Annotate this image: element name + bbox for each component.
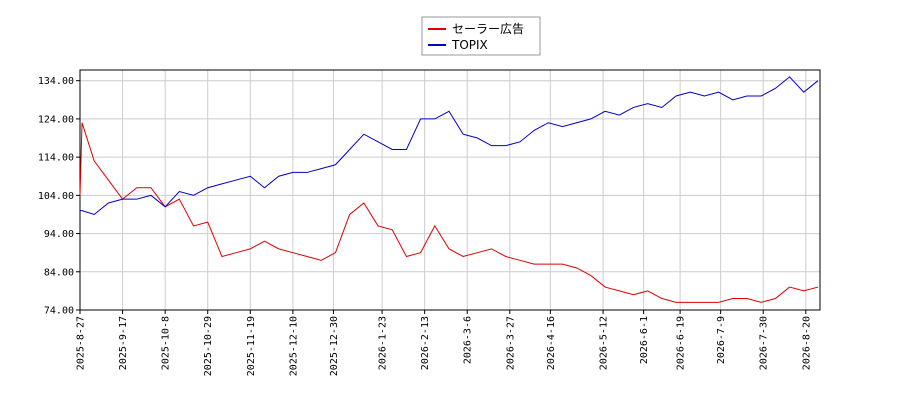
x-tick-label: 2025-10-29 — [203, 316, 214, 376]
plot-frame — [79, 69, 821, 311]
x-tick-label: 2025-11-19 — [246, 316, 257, 376]
y-tick-label: 84.00 — [44, 267, 74, 278]
x-tick-label: 2026-4-16 — [546, 316, 557, 370]
line-series — [80, 76, 819, 216]
x-tick-label: 2026-8-20 — [801, 316, 812, 370]
x-tick-label: 2026-3-6 — [463, 316, 474, 364]
x-tick-label: 2025-9-17 — [118, 316, 129, 370]
legend-box — [421, 16, 541, 56]
line-series — [79, 122, 819, 303]
x-tick-label: 2026-2-13 — [420, 316, 431, 370]
x-tick-label: 2025-10-8 — [161, 316, 172, 370]
x-tick-label: 2025-8-27 — [76, 316, 87, 370]
legend-label: セーラー広告 — [452, 22, 524, 36]
y-tick-label: 94.00 — [44, 229, 74, 240]
y-tick-label: 104.00 — [38, 191, 74, 202]
x-tick-label: 2025-12-30 — [329, 316, 340, 376]
x-tick-label: 2026-6-19 — [676, 316, 687, 370]
x-tick-label: 2026-3-27 — [505, 316, 516, 370]
x-tick-label: 2026-6-1 — [639, 316, 650, 364]
x-tick-label: 2026-7-30 — [759, 316, 770, 370]
y-tick-label: 134.00 — [38, 76, 74, 87]
y-tick-label: 74.00 — [44, 306, 74, 317]
legend-label: TOPIX — [451, 38, 488, 52]
x-tick-label: 2026-5-12 — [599, 316, 610, 370]
x-tick-label: 2025-12-10 — [288, 316, 299, 376]
y-tick-label: 114.00 — [38, 153, 74, 164]
y-tick-label: 124.00 — [38, 114, 74, 125]
x-tick-label: 2026-1-23 — [378, 316, 389, 370]
x-tick-label: 2026-7-9 — [716, 316, 727, 364]
